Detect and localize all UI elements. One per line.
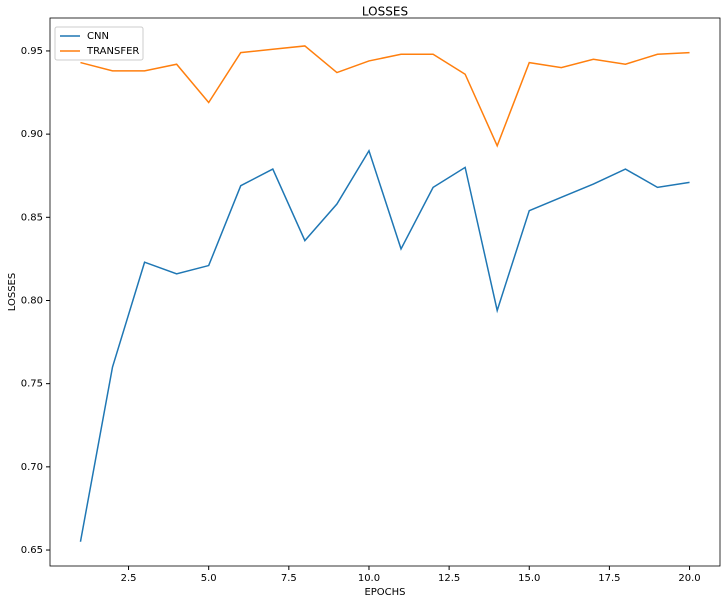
x-tick-label: 7.5 [281,573,297,584]
x-tick-label: 20.0 [678,573,700,584]
x-tick-label: 15.0 [518,573,540,584]
x-tick-label: 2.5 [121,573,137,584]
y-tick-label: 0.75 [21,379,43,390]
legend-label: TRANSFER [86,46,139,57]
x-tick-label: 12.5 [438,573,460,584]
y-tick-label: 0.90 [21,129,43,140]
legend-label: CNN [87,31,109,42]
y-tick-label: 0.85 [21,212,43,223]
x-tick-label: 10.0 [358,573,380,584]
y-tick-label: 0.70 [21,462,43,473]
line-series [80,45,690,148]
y-tick-label: 0.80 [21,295,43,306]
x-tick-label: 17.5 [598,573,620,584]
y-tick-label: 0.65 [21,545,43,556]
plot-frame [49,17,721,567]
x-tick-label: 5.0 [201,573,217,584]
x-axis-label: EPOCHS [364,587,405,598]
y-axis-label: LOSSES [7,273,18,311]
line-series [79,148,690,542]
chart-title: LOSSES [362,5,408,19]
y-tick-label: 0.95 [21,46,43,57]
